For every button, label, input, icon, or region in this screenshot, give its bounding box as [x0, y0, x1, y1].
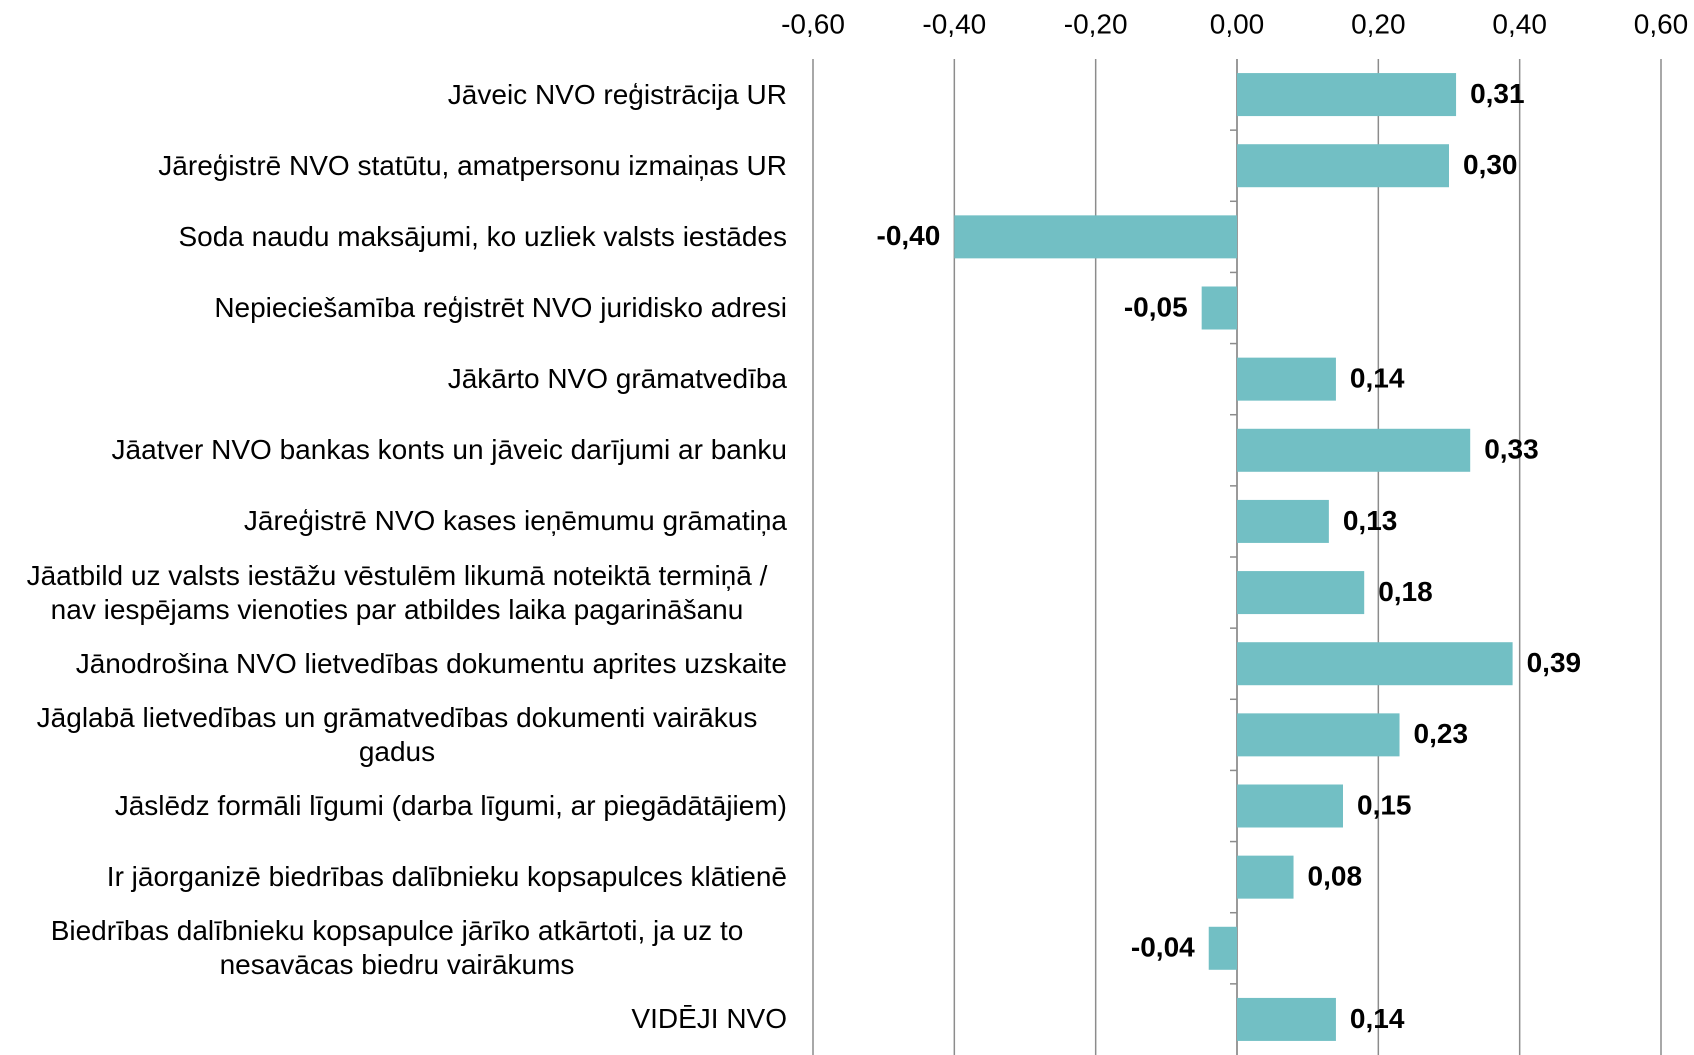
data-label: 0,30	[1463, 149, 1518, 180]
data-label: 0,31	[1470, 78, 1525, 109]
data-label: -0,05	[1124, 291, 1188, 322]
bar	[954, 215, 1237, 259]
x-tick-label: -0,40	[922, 8, 986, 39]
x-tick-label: 0,00	[1210, 8, 1265, 39]
bar	[1237, 642, 1513, 686]
bar	[1237, 571, 1365, 615]
category-label: Nepieciešamība reģistrēt NVO juridisko a…	[214, 292, 787, 323]
bar	[1237, 784, 1343, 828]
category-label: Biedrības dalībnieku kopsapulce jārīko a…	[50, 915, 744, 981]
x-tick-label: -0,60	[781, 8, 845, 39]
bar	[1237, 144, 1449, 188]
data-label: 0,14	[1350, 1003, 1405, 1034]
data-label: 0,39	[1527, 647, 1582, 678]
category-label: Jāveic NVO reģistrācija UR	[447, 78, 787, 110]
data-label: -0,40	[877, 220, 941, 251]
category-label: Jāatver NVO bankas konts un jāveic darīj…	[111, 434, 787, 466]
data-label: 0,14	[1350, 363, 1405, 394]
data-label: 0,33	[1484, 434, 1539, 465]
x-tick-label: -0,20	[1064, 8, 1128, 39]
category-label: Jāatbild uz valsts iestāžu vēstulēm liku…	[26, 559, 768, 625]
bar	[1237, 428, 1471, 472]
x-tick-label: 0,20	[1351, 8, 1406, 39]
bar	[1237, 499, 1329, 543]
category-label: Jāreģistrē NVO kases ieņēmumu grāmatiņa	[243, 505, 787, 537]
data-label: 0,08	[1308, 861, 1363, 892]
bar	[1237, 855, 1294, 899]
category-label: Jāslēdz formāli līgumi (darba līgumi, ar…	[114, 790, 787, 821]
bar	[1237, 73, 1457, 117]
bar	[1237, 357, 1336, 401]
data-label: 0,23	[1414, 718, 1469, 749]
category-label: Jānodrošina NVO lietvedības dokumentu ap…	[75, 647, 787, 679]
data-label: -0,04	[1131, 932, 1195, 963]
data-label: 0,15	[1357, 789, 1412, 820]
data-label: 0,13	[1343, 505, 1398, 536]
bar	[1208, 926, 1237, 970]
category-label: Jāreģistrē NVO statūtu, amatpersonu izma…	[158, 149, 787, 181]
category-label: VIDĒJI NVO	[631, 1003, 787, 1035]
x-tick-label: 0,40	[1492, 8, 1547, 39]
category-label: Jākārto NVO grāmatvedība	[447, 363, 787, 395]
x-tick-label: 0,60	[1634, 8, 1689, 39]
category-label: Jāglabā lietvedības un grāmatvedības dok…	[36, 701, 758, 767]
data-label: 0,18	[1378, 576, 1433, 607]
category-label: Soda naudu maksājumi, ko uzliek valsts i…	[178, 220, 787, 252]
bar	[1237, 997, 1336, 1041]
category-label: Ir jāorganizē biedrības dalībnieku kopsa…	[106, 861, 787, 893]
bar	[1237, 713, 1400, 757]
bar	[1201, 286, 1237, 330]
